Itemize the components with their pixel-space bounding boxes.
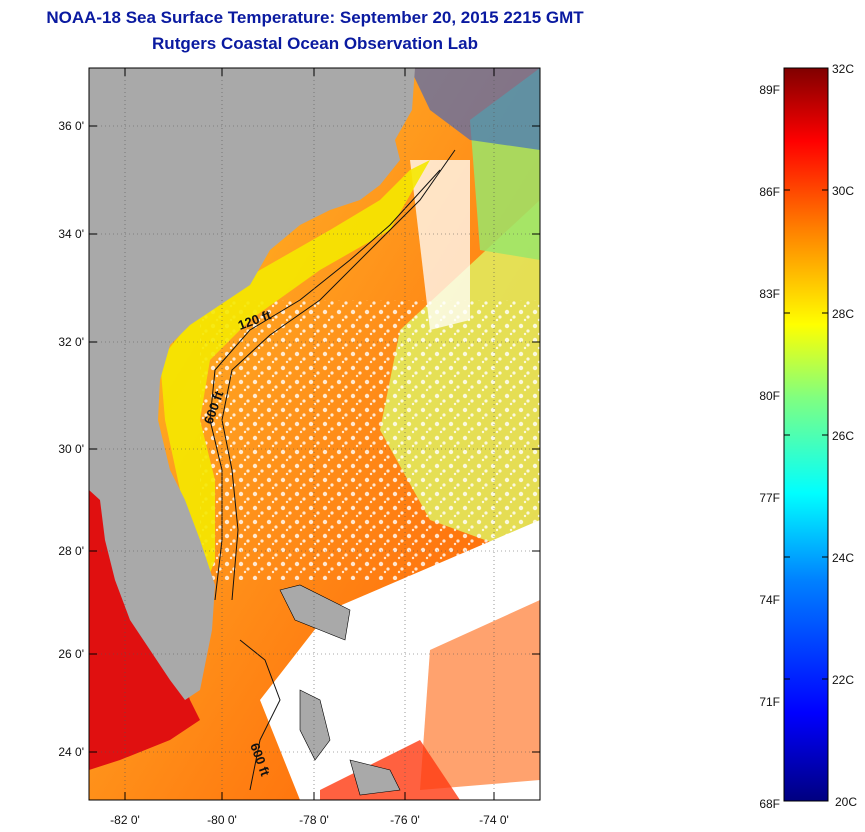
lon-label: -80 0' — [207, 813, 237, 827]
cold-water-patch — [410, 68, 540, 150]
lat-label: 26 0' — [58, 647, 84, 661]
island-bahamas — [279, 584, 351, 641]
colorbar-c-label: 30C — [832, 184, 854, 198]
coastal-water — [160, 160, 430, 600]
colorbar-c-label: 26C — [832, 429, 854, 443]
land-mass-usa — [89, 68, 415, 700]
colorbar-f-label: 71F — [759, 695, 780, 709]
contour-600ft-south — [239, 639, 281, 791]
colorbar-f-label: 89F — [759, 83, 780, 97]
map-title: NOAA-18 Sea Surface Temperature: Septemb… — [46, 8, 584, 27]
lon-label: -82 0' — [110, 813, 140, 827]
contour-600ft — [221, 149, 456, 601]
colorbar-c-label: 24C — [832, 551, 854, 565]
warm-water-patch — [420, 600, 540, 790]
lat-label: 32 0' — [58, 335, 84, 349]
island-bahamas — [299, 689, 331, 761]
lon-label: -76 0' — [390, 813, 420, 827]
colorbar-c-label: 28C — [832, 307, 854, 321]
cloud-cover — [410, 160, 470, 330]
colorbar-f-label: 68F — [759, 797, 780, 811]
colorbar-f-label: 86F — [759, 185, 780, 199]
colorbar-c-label: 32C — [832, 62, 854, 76]
map-subtitle: Rutgers Coastal Ocean Observation Lab — [152, 34, 478, 53]
colorbar-f-label: 80F — [759, 389, 780, 403]
colorbar-f-label: 77F — [759, 491, 780, 505]
lat-label: 30 0' — [58, 442, 84, 456]
colorbar-f-label: 74F — [759, 593, 780, 607]
lon-label: -78 0' — [299, 813, 329, 827]
island-bahamas — [349, 759, 401, 796]
colorbar-ticks — [784, 189, 828, 680]
colorbar-c-label: 22C — [832, 673, 854, 687]
colorbar-f-label: 83F — [759, 287, 780, 301]
lat-label: 28 0' — [58, 544, 84, 558]
lon-label: -74 0' — [479, 813, 509, 827]
colorbar-c-label: 20C — [835, 795, 857, 809]
axis-ticks — [89, 68, 540, 800]
colorbar — [783, 67, 829, 802]
lat-label: 36 0' — [58, 119, 84, 133]
lat-label: 34 0' — [58, 227, 84, 241]
lat-label: 24 0' — [58, 745, 84, 759]
